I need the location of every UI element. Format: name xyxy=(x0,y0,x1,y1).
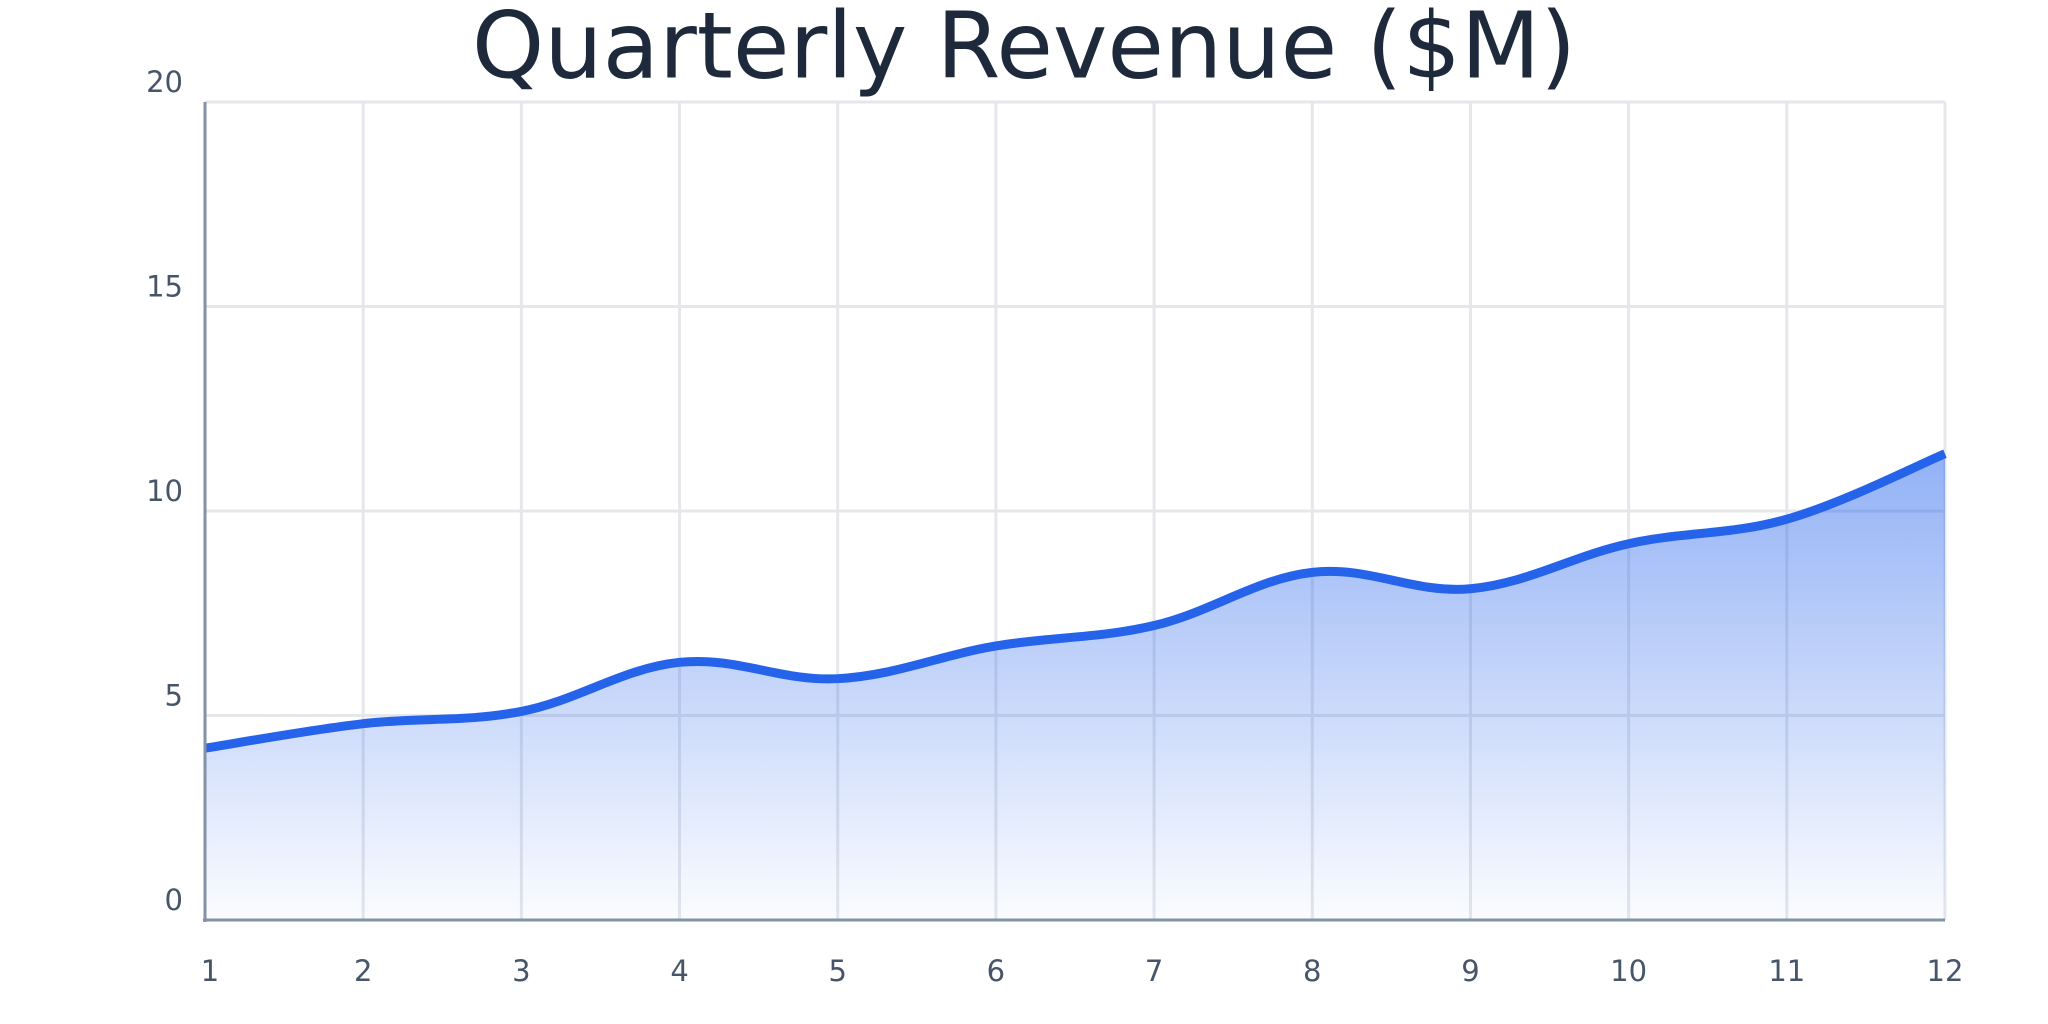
x-tick-label: 5 xyxy=(829,954,847,988)
x-tick-label: 11 xyxy=(1768,954,1805,988)
x-tick-label: 12 xyxy=(1927,954,1964,988)
area-fill xyxy=(205,453,1945,920)
x-tick-label: 3 xyxy=(512,954,530,988)
x-tick-label: 2 xyxy=(354,954,372,988)
y-tick-label: 5 xyxy=(165,679,183,713)
y-tick-label: 0 xyxy=(165,883,183,917)
x-tick-label: 9 xyxy=(1461,954,1479,988)
area-line xyxy=(204,449,1947,753)
y-tick-label: 15 xyxy=(146,270,183,304)
x-tick-label: 6 xyxy=(987,954,1005,988)
x-tick-label: 1 xyxy=(201,954,219,988)
chart-title: Quarterly Revenue ($M) xyxy=(472,0,1576,99)
y-tick-label: 20 xyxy=(146,65,183,99)
x-tick-label: 8 xyxy=(1303,954,1321,988)
y-tick-label: 10 xyxy=(146,474,183,508)
x-tick-label: 7 xyxy=(1145,954,1163,988)
x-tick-label: 10 xyxy=(1610,954,1647,988)
x-tick-label: 4 xyxy=(670,954,688,988)
